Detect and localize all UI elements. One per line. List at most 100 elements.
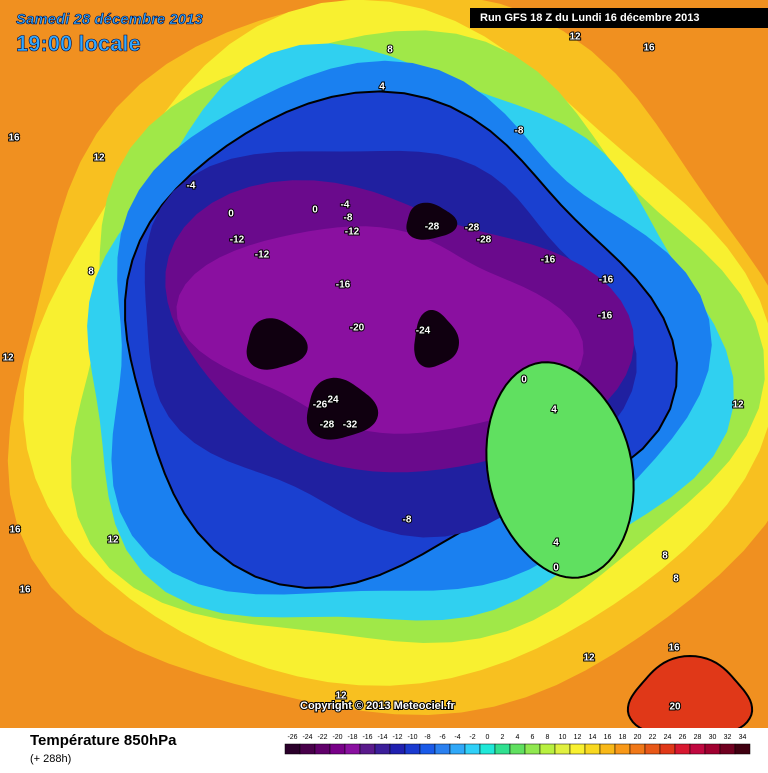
legend-label: -12 — [392, 734, 402, 741]
legend-label: 26 — [679, 734, 687, 741]
legend-label: 14 — [589, 734, 597, 741]
contour-label: 0 — [553, 563, 559, 574]
legend-label: 18 — [619, 734, 627, 741]
legend-label: -20 — [332, 734, 342, 741]
contour-label: 12 — [732, 400, 744, 411]
contour-label: -32 — [343, 420, 358, 431]
legend-label: 8 — [546, 734, 550, 741]
legend-swatch — [494, 743, 511, 755]
contour-label: 12 — [569, 32, 581, 43]
legend-swatch — [569, 743, 586, 755]
legend-label: -26 — [287, 734, 297, 741]
copyright: Copyright © 2013 Meteociel.fr — [300, 700, 456, 712]
legend-swatch — [314, 743, 331, 755]
contour-label: -16 — [541, 255, 556, 266]
contour-label: 20 — [669, 702, 681, 713]
legend-label: 16 — [604, 734, 612, 741]
contour-label: -4 — [341, 200, 350, 211]
legend-swatch — [419, 743, 436, 755]
cold-core — [246, 318, 308, 370]
legend-label: 12 — [574, 734, 582, 741]
legend-swatch — [659, 743, 676, 755]
contour-label: -8 — [344, 213, 353, 224]
contour-label: 12 — [107, 535, 119, 546]
contour-label: 8 — [673, 574, 679, 585]
legend-label: -8 — [424, 734, 430, 741]
legend-swatch — [689, 743, 706, 755]
legend-label: -2 — [469, 734, 475, 741]
legend-swatch — [524, 743, 541, 755]
legend-label: 6 — [531, 734, 535, 741]
footer-title: Température 850hPa — [30, 732, 177, 749]
contour-label: -28 — [425, 222, 440, 233]
run-info: Run GFS 18 Z du Lundi 16 décembre 2013 — [480, 12, 699, 24]
legend-swatch — [719, 743, 736, 755]
contour-labels: -28 -28-28-16-16-16-24-20-16-12-8-4-12-12… — [1, 31, 745, 714]
legend-swatch — [644, 743, 661, 755]
legend-swatch — [434, 743, 451, 755]
contour-label: -4 — [187, 181, 196, 192]
legend-swatch — [374, 743, 391, 755]
legend-swatch — [329, 743, 346, 755]
contour-label: 24 — [327, 395, 339, 406]
legend-swatch — [404, 743, 421, 755]
contour-label: -16 — [598, 311, 613, 322]
contour-label: 0 — [228, 209, 234, 220]
legend-swatch — [389, 743, 406, 755]
legend-swatch — [344, 743, 361, 755]
legend-label: 34 — [739, 734, 747, 741]
legend-swatch — [584, 743, 601, 755]
contour-label: 12 — [583, 653, 595, 664]
legend-label: 30 — [709, 734, 717, 741]
contour-label: -16 — [599, 275, 614, 286]
legend-label: 24 — [664, 734, 672, 741]
legend-swatch — [284, 743, 301, 755]
legend-swatch — [674, 743, 691, 755]
contour-label: -8 — [403, 515, 412, 526]
legend-swatch — [509, 743, 526, 755]
contour-label: 16 — [8, 133, 20, 144]
contour-label: 16 — [643, 43, 655, 54]
contour-label: -24 — [416, 326, 431, 337]
legend-swatch — [479, 743, 496, 755]
contour-label: 0 — [312, 205, 318, 216]
warm-tongue — [485, 361, 635, 579]
contour-label: 16 — [9, 525, 21, 536]
legend-swatch — [734, 743, 751, 755]
contour-label: 12 — [2, 353, 14, 364]
legend-label: 0 — [486, 734, 490, 741]
contour-label: -12 — [230, 235, 245, 246]
legend-label: -10 — [407, 734, 417, 741]
legend-swatch — [539, 743, 556, 755]
contour-label: 12 — [335, 691, 347, 702]
contour-label: 8 — [387, 45, 393, 56]
legend-label: -24 — [302, 734, 312, 741]
legend-label: -4 — [454, 734, 460, 741]
contour-label: -8 — [515, 126, 524, 137]
contour-label: -12 — [345, 227, 360, 238]
legend-label: 22 — [649, 734, 657, 741]
contour-label: -26 — [313, 400, 328, 411]
legend-swatch — [599, 743, 616, 755]
contour-label: 8 — [662, 551, 668, 562]
legend-swatch — [299, 743, 316, 755]
isotherm-area — [176, 226, 584, 434]
legend-label: -14 — [377, 734, 387, 741]
cold-core — [306, 377, 379, 440]
legend-swatch — [359, 743, 376, 755]
contour-label: -12 — [255, 250, 270, 261]
legend-swatch — [554, 743, 571, 755]
date-title: Samedi 28 décembre 2013 — [16, 11, 203, 28]
legend-swatch — [449, 743, 466, 755]
run-box — [470, 8, 768, 28]
contour-label: 4 — [379, 82, 385, 93]
legend-swatch — [704, 743, 721, 755]
contour-label: 16 — [19, 585, 31, 596]
contour-label: 4 — [551, 405, 557, 416]
contour-label: 12 — [93, 153, 105, 164]
contour-label: 8 — [88, 267, 94, 278]
contour-label: -28 — [465, 223, 480, 234]
legend-label: -22 — [317, 734, 327, 741]
legend-swatch — [464, 743, 481, 755]
